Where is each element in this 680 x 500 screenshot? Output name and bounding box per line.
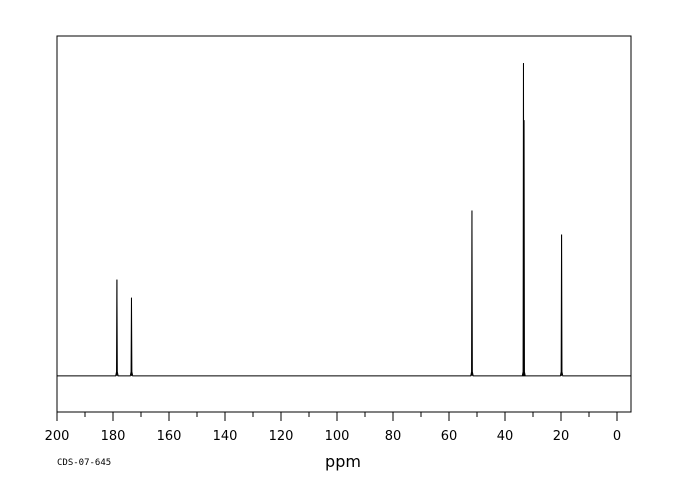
peak-marks xyxy=(116,63,563,376)
x-tick-label: 80 xyxy=(385,429,402,444)
x-tick-label: 180 xyxy=(101,429,126,444)
spectrum-trace xyxy=(57,63,631,377)
x-tick-label: 60 xyxy=(441,429,458,444)
x-tick-label: 140 xyxy=(213,429,238,444)
spectrum-code-label: CDS-07-645 xyxy=(57,458,111,468)
x-tick-label: 40 xyxy=(497,429,514,444)
x-tick-label: 120 xyxy=(269,429,294,444)
x-tick-label: 200 xyxy=(45,429,70,444)
x-tick-label: 20 xyxy=(553,429,570,444)
x-axis-tick-labels: 200 180 160 140 120 100 80 60 40 20 0 xyxy=(45,429,622,444)
x-axis-ticks xyxy=(56,412,618,421)
x-tick-label: 160 xyxy=(157,429,182,444)
x-tick-label: 100 xyxy=(325,429,350,444)
plot-frame xyxy=(56,35,632,413)
x-tick-label: 0 xyxy=(613,429,621,444)
x-axis-title: ppm xyxy=(325,452,361,471)
